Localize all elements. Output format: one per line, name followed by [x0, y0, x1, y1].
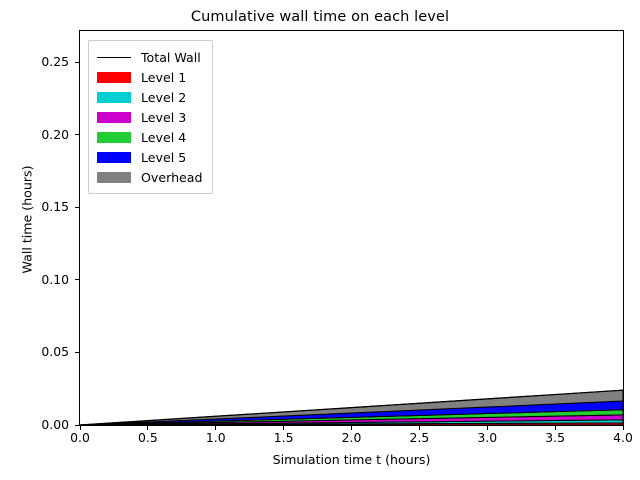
legend-swatch-icon [97, 131, 131, 143]
y-tick-label: 0.25 [41, 54, 69, 70]
x-tick-label: 4.0 [613, 430, 633, 445]
x-tick-mark [554, 426, 556, 430]
x-tick-label: 0.5 [138, 430, 158, 445]
y-tick-mark [75, 351, 79, 354]
legend-item-label: Level 5 [141, 149, 187, 165]
y-tick-label: 0.15 [41, 199, 69, 215]
x-tick-mark [147, 426, 149, 430]
x-tick-label: 0.0 [70, 430, 90, 445]
legend-line-stroke [97, 56, 131, 58]
y-tick-label: 0.05 [41, 344, 69, 360]
x-tick-mark [486, 426, 488, 430]
y-tick-label: 0.00 [41, 417, 69, 432]
legend-item-label: Level 1 [141, 69, 187, 85]
x-tick-mark [418, 426, 420, 430]
legend-item-level-5[interactable]: Level 5 [97, 147, 203, 167]
x-tick-label: 3.0 [477, 430, 498, 445]
legend-line-icon [97, 52, 131, 63]
x-tick-mark [622, 426, 624, 430]
chart-legend: Total Wall Level 1 Level 2 Level 3 Level 4 Le… [88, 40, 213, 194]
x-tick-label: 2.0 [341, 430, 362, 445]
x-tick-label: 2.5 [409, 430, 430, 445]
legend-item-level-4[interactable]: Level 4 [97, 127, 203, 147]
stacked-area-plot [80, 389, 623, 425]
legend-swatch-icon [97, 171, 131, 183]
legend-item-level-2[interactable]: Level 2 [97, 87, 203, 107]
legend-item-label: Total Wall [141, 49, 201, 65]
x-tick-mark [79, 426, 81, 430]
legend-item-label: Level 4 [141, 129, 187, 145]
x-tick-label: 3.5 [545, 430, 565, 445]
y-tick-label: 0.20 [41, 126, 69, 142]
legend-item-total-wall[interactable]: Total Wall [97, 47, 203, 67]
legend-item-label: Overhead [141, 169, 203, 185]
x-tick-mark [215, 426, 217, 430]
x-tick-mark [283, 426, 285, 430]
x-tick-mark [351, 426, 353, 430]
legend-swatch-icon [97, 111, 131, 123]
legend-item-label: Level 3 [141, 109, 187, 125]
legend-item-label: Level 2 [141, 89, 187, 105]
x-axis-label: Simulation time t (hours) [272, 452, 431, 467]
y-tick-mark [75, 424, 79, 426]
x-tick-label: 1.5 [273, 430, 294, 445]
chart-title: Cumulative wall time on each level [190, 9, 450, 25]
legend-swatch-icon [97, 71, 131, 83]
legend-item-overhead[interactable]: Overhead [97, 167, 203, 187]
x-tick-label: 1.0 [205, 430, 226, 445]
plot-area [79, 30, 624, 426]
y-tick-mark [75, 206, 79, 208]
y-tick-mark [75, 134, 79, 136]
legend-item-level-1[interactable]: Level 1 [97, 67, 203, 87]
legend-swatch-icon [97, 91, 131, 103]
y-tick-mark [75, 61, 79, 63]
y-tick-mark [75, 279, 79, 281]
y-axis-label: Wall time (hours) [19, 165, 35, 274]
y-tick-label: 0.10 [41, 271, 69, 287]
legend-item-level-3[interactable]: Level 3 [97, 107, 203, 127]
legend-swatch-icon [97, 151, 131, 163]
line-total-wall [80, 389, 623, 425]
